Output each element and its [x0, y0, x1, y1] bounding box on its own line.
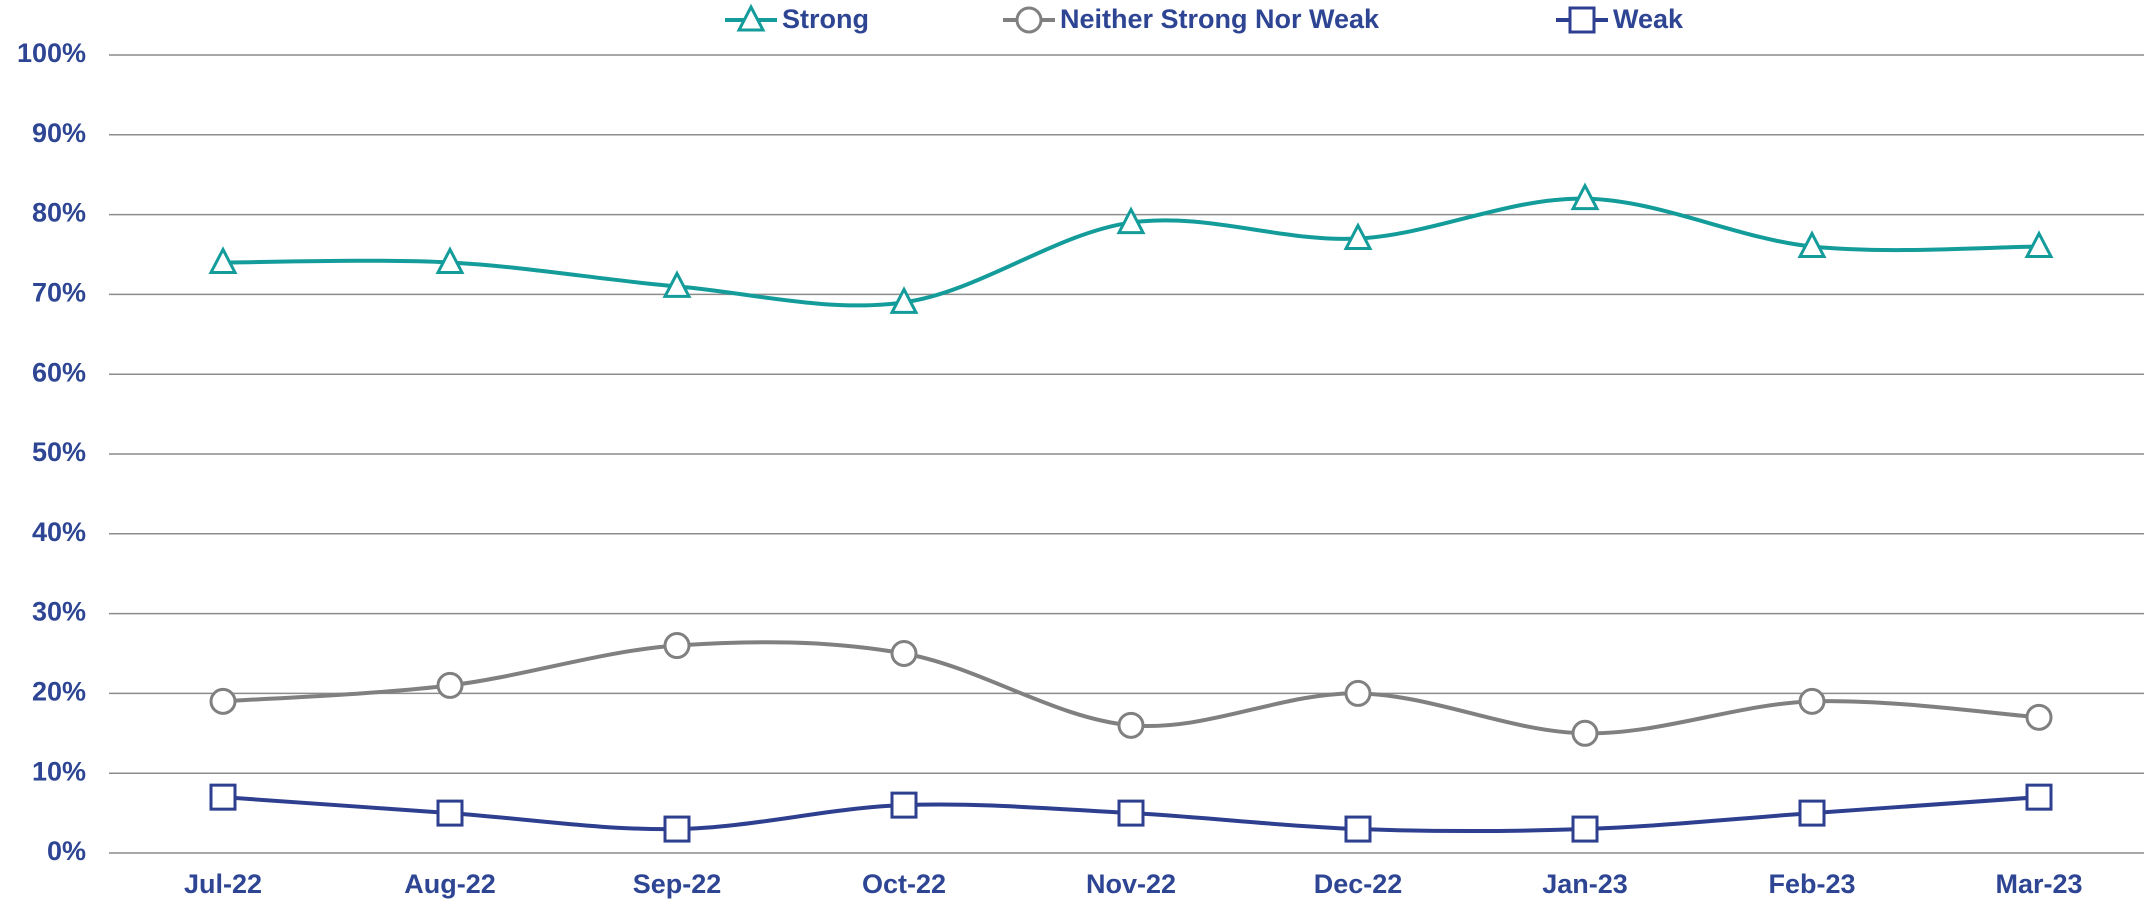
- marker: [2025, 783, 2053, 811]
- x-tick-label: Sep-22: [633, 869, 722, 899]
- x-tick-label: Dec-22: [1314, 869, 1403, 899]
- marker: [890, 640, 918, 667]
- marker: [436, 671, 464, 699]
- x-tick-label: Feb-23: [1768, 869, 1855, 899]
- marker: [1117, 711, 1145, 739]
- marker: [663, 632, 691, 660]
- y-tick-label: 90%: [32, 118, 86, 148]
- x-tick-label: Jan-23: [1542, 869, 1628, 899]
- legend-label: Strong: [782, 4, 869, 34]
- y-tick-label: 100%: [17, 38, 86, 68]
- marker: [1343, 222, 1373, 251]
- y-tick-label: 0%: [47, 836, 86, 866]
- marker: [209, 783, 237, 811]
- x-tick-label: Aug-22: [404, 869, 496, 899]
- y-tick-label: 40%: [32, 517, 86, 547]
- legend-label: Neither Strong Nor Weak: [1060, 4, 1380, 34]
- marker: [889, 286, 919, 314]
- marker: [890, 791, 918, 819]
- x-tick-label: Mar-23: [1995, 869, 2082, 899]
- marker: [1571, 719, 1599, 747]
- marker: [1344, 679, 1372, 707]
- marker: [662, 270, 692, 298]
- x-tick-label: Jul-22: [184, 869, 262, 899]
- marker: [1116, 206, 1146, 235]
- marker: [2025, 703, 2053, 731]
- marker: [1570, 182, 1600, 211]
- y-tick-label: 70%: [32, 278, 86, 308]
- x-tick-label: Nov-22: [1086, 869, 1176, 899]
- x-tick-label: Oct-22: [862, 869, 946, 899]
- marker: [663, 815, 691, 843]
- marker: [1568, 6, 1596, 34]
- marker: [1344, 815, 1372, 843]
- y-tick-label: 60%: [32, 357, 86, 387]
- marker: [208, 246, 238, 274]
- marker: [1117, 799, 1145, 827]
- marker: [209, 687, 237, 715]
- marker: [1015, 6, 1043, 34]
- legend-label: Weak: [1613, 4, 1684, 34]
- marker: [436, 799, 464, 827]
- marker: [1797, 230, 1827, 259]
- y-tick-label: 50%: [32, 437, 86, 467]
- marker: [1798, 799, 1826, 827]
- marker: [1798, 687, 1826, 715]
- marker: [2024, 230, 2054, 259]
- marker: [1571, 815, 1599, 843]
- marker: [435, 246, 465, 274]
- y-tick-label: 80%: [32, 198, 86, 228]
- marker: [736, 3, 766, 32]
- y-tick-label: 20%: [32, 677, 86, 707]
- y-tick-label: 30%: [32, 597, 86, 627]
- y-tick-label: 10%: [32, 756, 86, 786]
